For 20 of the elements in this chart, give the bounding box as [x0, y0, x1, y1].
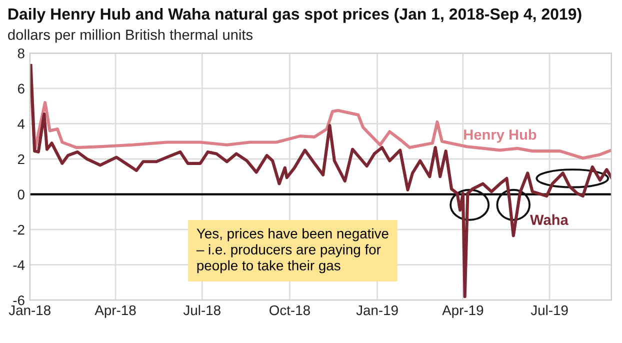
y-tick-label: 0: [18, 190, 24, 200]
annotation: Yes, prices have been negative – i.e. producers are paying for people to take their gas: [196, 228, 388, 274]
series-label: Henry Hub: [464, 129, 536, 143]
x-tick-label: Apr-18: [94, 305, 136, 318]
y-tick-label: 2: [18, 154, 24, 164]
y-tick-label: -4: [13, 260, 25, 270]
chart-subtitle: dollars per million British thermal units: [8, 29, 253, 43]
y-tick-label: -2: [13, 224, 24, 235]
x-tick-label: Oct-18: [270, 305, 310, 316]
y-tick-label: 6: [18, 84, 24, 94]
x-tick-label: Jul-18: [183, 304, 220, 316]
x-tick-label: Jul-19: [530, 304, 568, 316]
x-tick-label: Apr-19: [442, 305, 484, 318]
y-tick-label: -6: [13, 295, 24, 306]
x-tick-label: Jan-19: [356, 305, 398, 316]
series-label: Waha: [530, 214, 568, 226]
y-tick-label: 4: [18, 119, 25, 129]
y-tick-label: 8: [18, 48, 24, 58]
x-tick-label: Jan-18: [8, 305, 50, 316]
chart-title: Daily Henry Hub and Waha natural gas spot prices (Jan 1, 2018-Sep 4, 2019): [8, 8, 582, 23]
